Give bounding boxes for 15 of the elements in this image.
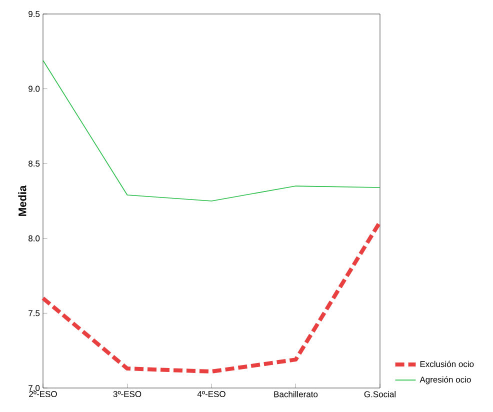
line-series [42, 60, 380, 202]
x-tick-label: 4º-ESO [197, 391, 226, 398]
x-tick-label: Bachillerato [274, 391, 318, 398]
y-axis-title: Media [18, 185, 26, 216]
y-tick-label: 9.0 [28, 86, 40, 92]
y-tick-label: 8.0 [28, 235, 40, 242]
y-tick-label: 8.5 [28, 160, 40, 167]
x-tick-label: 3º-ESO [113, 391, 142, 398]
x-tick-label: 2º-ESO [29, 391, 57, 398]
x-tick-label: G.Social [364, 391, 396, 398]
legend-label: Agresión ocio [420, 376, 471, 384]
legend-label: Exclusión ocio [420, 360, 474, 368]
y-tick-label: 7.5 [28, 310, 40, 316]
y-tick-label: 7.0 [28, 384, 40, 392]
y-tick-label: 9.5 [28, 10, 40, 17]
